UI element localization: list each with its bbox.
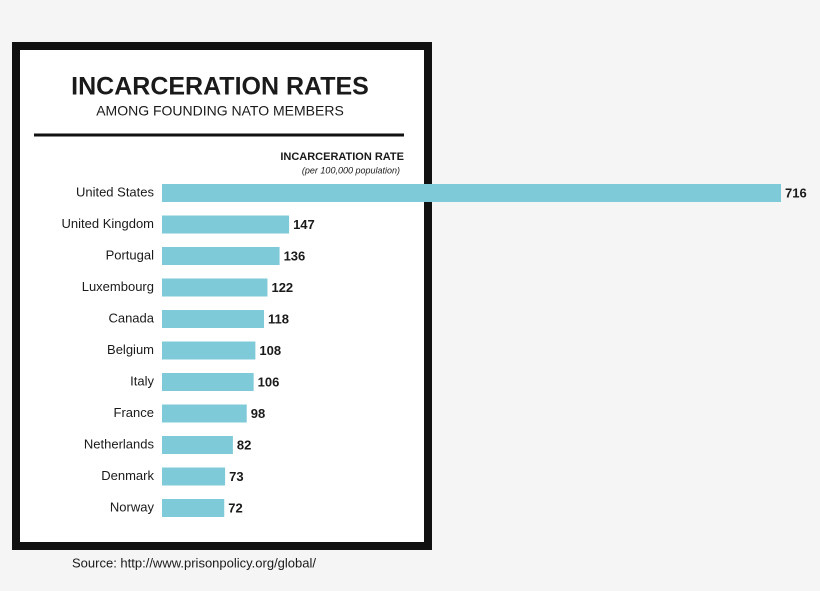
value-axis-label: INCARCERATION RATE [280, 151, 404, 163]
value-label: 147 [293, 217, 315, 232]
value-axis-sublabel: (per 100,000 population) [302, 165, 400, 175]
value-label: 118 [268, 311, 289, 326]
value-label: 716 [785, 185, 807, 200]
category-label: Norway [110, 499, 155, 514]
value-label: 106 [258, 374, 280, 389]
category-label: Canada [108, 310, 154, 325]
value-label: 73 [229, 469, 243, 484]
source-note: Source: http://www.prisonpolicy.org/glob… [72, 555, 316, 570]
bar [162, 373, 254, 391]
category-label: Netherlands [84, 436, 155, 451]
category-label: Denmark [101, 468, 154, 483]
bar [162, 404, 247, 423]
value-label: 108 [259, 343, 281, 358]
bar [162, 247, 280, 265]
value-label: 72 [228, 500, 242, 515]
bar [162, 215, 290, 234]
category-label: United States [76, 184, 155, 199]
value-label: 98 [251, 406, 265, 421]
category-label: United Kingdom [62, 216, 155, 231]
bar [162, 278, 268, 297]
value-label: 82 [237, 437, 251, 452]
category-label: Portugal [106, 247, 155, 262]
bar [162, 436, 233, 454]
bar [162, 341, 256, 360]
bar [162, 310, 265, 328]
category-label: Luxembourg [82, 279, 154, 294]
bar [162, 184, 781, 202]
category-label: France [114, 405, 154, 420]
chart-subtitle: AMONG FOUNDING NATO MEMBERS [96, 103, 344, 119]
bar [162, 499, 225, 517]
category-label: Italy [130, 373, 154, 388]
bar [162, 467, 226, 486]
category-label: Belgium [107, 342, 154, 357]
value-label: 136 [284, 248, 306, 263]
chart-title: INCARCERATION RATES [71, 73, 369, 101]
value-label: 122 [271, 280, 293, 295]
